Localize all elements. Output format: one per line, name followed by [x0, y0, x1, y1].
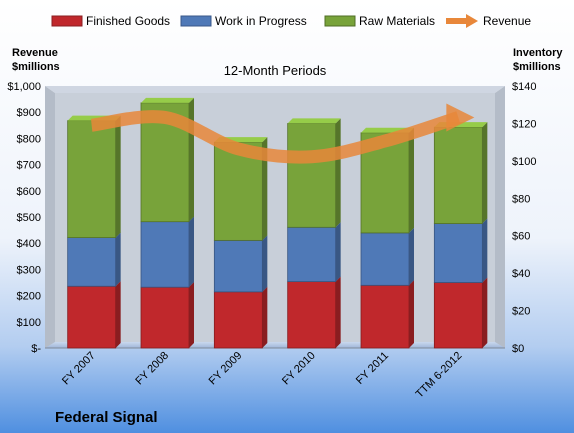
left-tick-label: $900 [17, 107, 41, 119]
bar-raw-materials [433, 126, 483, 224]
company-name: Federal Signal [55, 409, 158, 426]
right-tick-label: $140 [512, 81, 536, 93]
plot-right-wall [495, 86, 505, 348]
bar-side-work-in-progress [409, 227, 414, 286]
plot-left-wall [45, 86, 55, 348]
left-axis-title-line1: Revenue [12, 47, 58, 59]
revenue-point [91, 125, 92, 126]
revenue-point [458, 117, 459, 118]
legend-label-raw-materials: Raw Materials [359, 14, 435, 28]
left-axis-ticks: $- $100 $200 $300 $400 $500 $600 $700 $800 $900 $1… [7, 81, 41, 355]
bar-side-finished-goods [115, 281, 121, 348]
left-tick-label: $800 [17, 133, 41, 145]
right-axis-title-line1: Inventory [513, 47, 563, 59]
revenue-line [90, 110, 461, 164]
bar-side-work-in-progress [335, 222, 341, 282]
revenue-arrowhead [446, 103, 475, 132]
right-tick-label: $20 [512, 306, 530, 318]
bar-side-raw-materials [115, 115, 121, 238]
left-tick-label: $200 [17, 291, 41, 303]
legend-label-finished-goods: Finished Goods [86, 14, 170, 28]
bar-finished-goods [213, 291, 263, 349]
bar-work-in-progress [433, 223, 483, 283]
bars [67, 97, 488, 349]
bar-side-work-in-progress [115, 232, 121, 287]
right-axis-ticks: $0 $20 $40 $60 $80 $100 $120 $140 [512, 81, 536, 355]
bar-top-raw-materials [141, 97, 194, 103]
left-tick-label: $400 [17, 238, 41, 250]
bar-side-raw-materials [409, 127, 414, 233]
bar-side-raw-materials [482, 122, 488, 224]
left-tick-label: $700 [17, 160, 41, 172]
right-tick-label: $0 [512, 343, 524, 355]
revenue-point [385, 141, 386, 142]
bar-finished-goods [140, 286, 190, 349]
legend-swatch-work-in-progress [180, 15, 212, 27]
revenue-point [165, 117, 166, 118]
legend: Finished Goods Work in Progress Raw Mate… [51, 14, 531, 28]
right-tick-label: $40 [512, 268, 530, 280]
bar-side-finished-goods [335, 276, 341, 348]
revenue-point [238, 148, 239, 149]
bar-work-in-progress [360, 232, 410, 286]
right-tick-label: $100 [512, 156, 536, 168]
bar-side-raw-materials [189, 97, 194, 222]
right-axis-title-line2: $millions [513, 61, 561, 73]
bar-side-finished-goods [482, 277, 488, 348]
bar-top-raw-materials [287, 118, 341, 124]
left-axis-title-line2: $millions [12, 61, 60, 73]
bar-raw-materials [67, 120, 117, 238]
left-tick-label: $300 [17, 264, 41, 276]
bar-raw-materials [287, 123, 337, 228]
right-tick-label: $120 [512, 118, 536, 130]
left-tick-label: $600 [17, 186, 41, 198]
left-tick-label: $- [31, 343, 41, 355]
bar-side-work-in-progress [262, 235, 268, 292]
bar-work-in-progress [67, 237, 117, 287]
right-tick-label: $80 [512, 193, 530, 205]
bar-work-in-progress [213, 239, 263, 293]
bar-side-raw-materials [335, 118, 341, 228]
bar-side-finished-goods [189, 282, 194, 348]
revenue-point [311, 156, 312, 157]
revenue-line-group [90, 103, 475, 164]
bar-finished-goods [360, 284, 410, 349]
legend-swatch-raw-materials [324, 15, 356, 27]
bar-work-in-progress [140, 221, 190, 288]
left-tick-label: $100 [17, 317, 41, 329]
legend-label-revenue: Revenue [483, 14, 531, 28]
bar-side-raw-materials [262, 137, 268, 241]
bar-finished-goods [433, 282, 483, 349]
bar-side-finished-goods [262, 286, 268, 348]
chart-subtitle: 12-Month Periods [224, 63, 327, 78]
bar-side-work-in-progress [482, 218, 488, 283]
bar-side-work-in-progress [189, 216, 194, 288]
bar-work-in-progress [287, 226, 337, 282]
bar-finished-goods [67, 285, 117, 349]
legend-swatch-finished-goods [51, 15, 83, 27]
left-tick-label: $1,000 [7, 81, 41, 93]
bar-finished-goods [287, 281, 337, 349]
bar-side-finished-goods [409, 280, 414, 348]
legend-label-work-in-progress: Work in Progress [215, 14, 307, 28]
left-tick-label: $500 [17, 212, 41, 224]
legend-swatch-revenue [446, 14, 478, 28]
right-tick-label: $60 [512, 231, 530, 243]
plot-back-top [45, 86, 505, 93]
